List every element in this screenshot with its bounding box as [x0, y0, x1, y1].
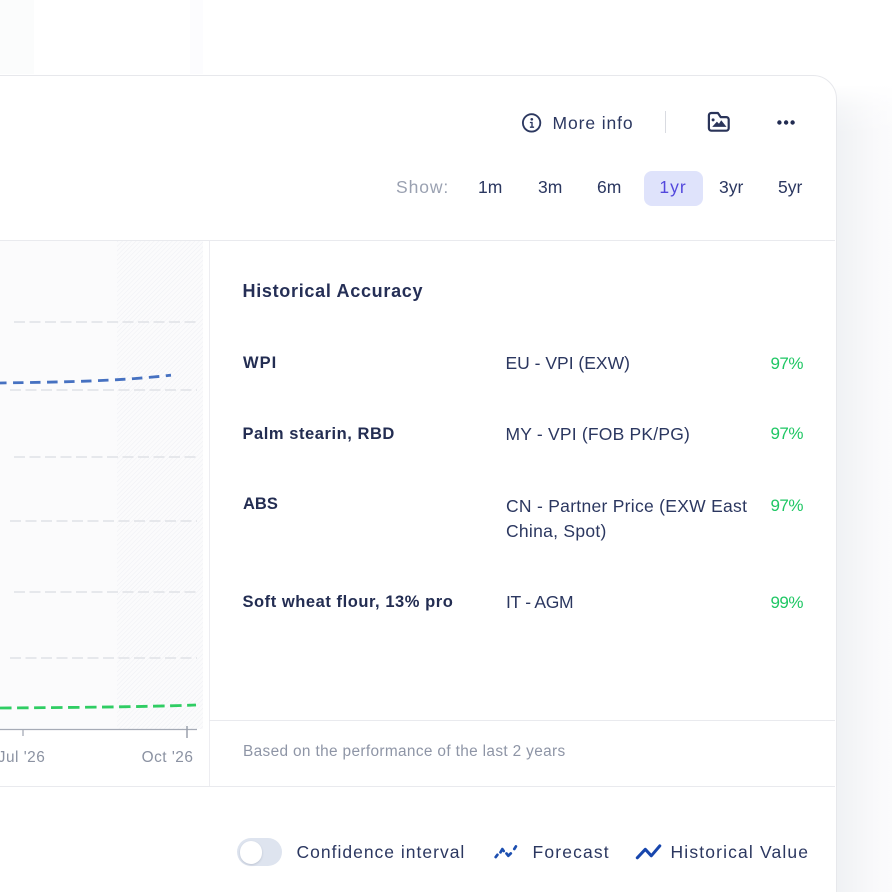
- svg-text:Oct '26: Oct '26: [142, 749, 194, 766]
- svg-text:Jul '26: Jul '26: [0, 749, 45, 766]
